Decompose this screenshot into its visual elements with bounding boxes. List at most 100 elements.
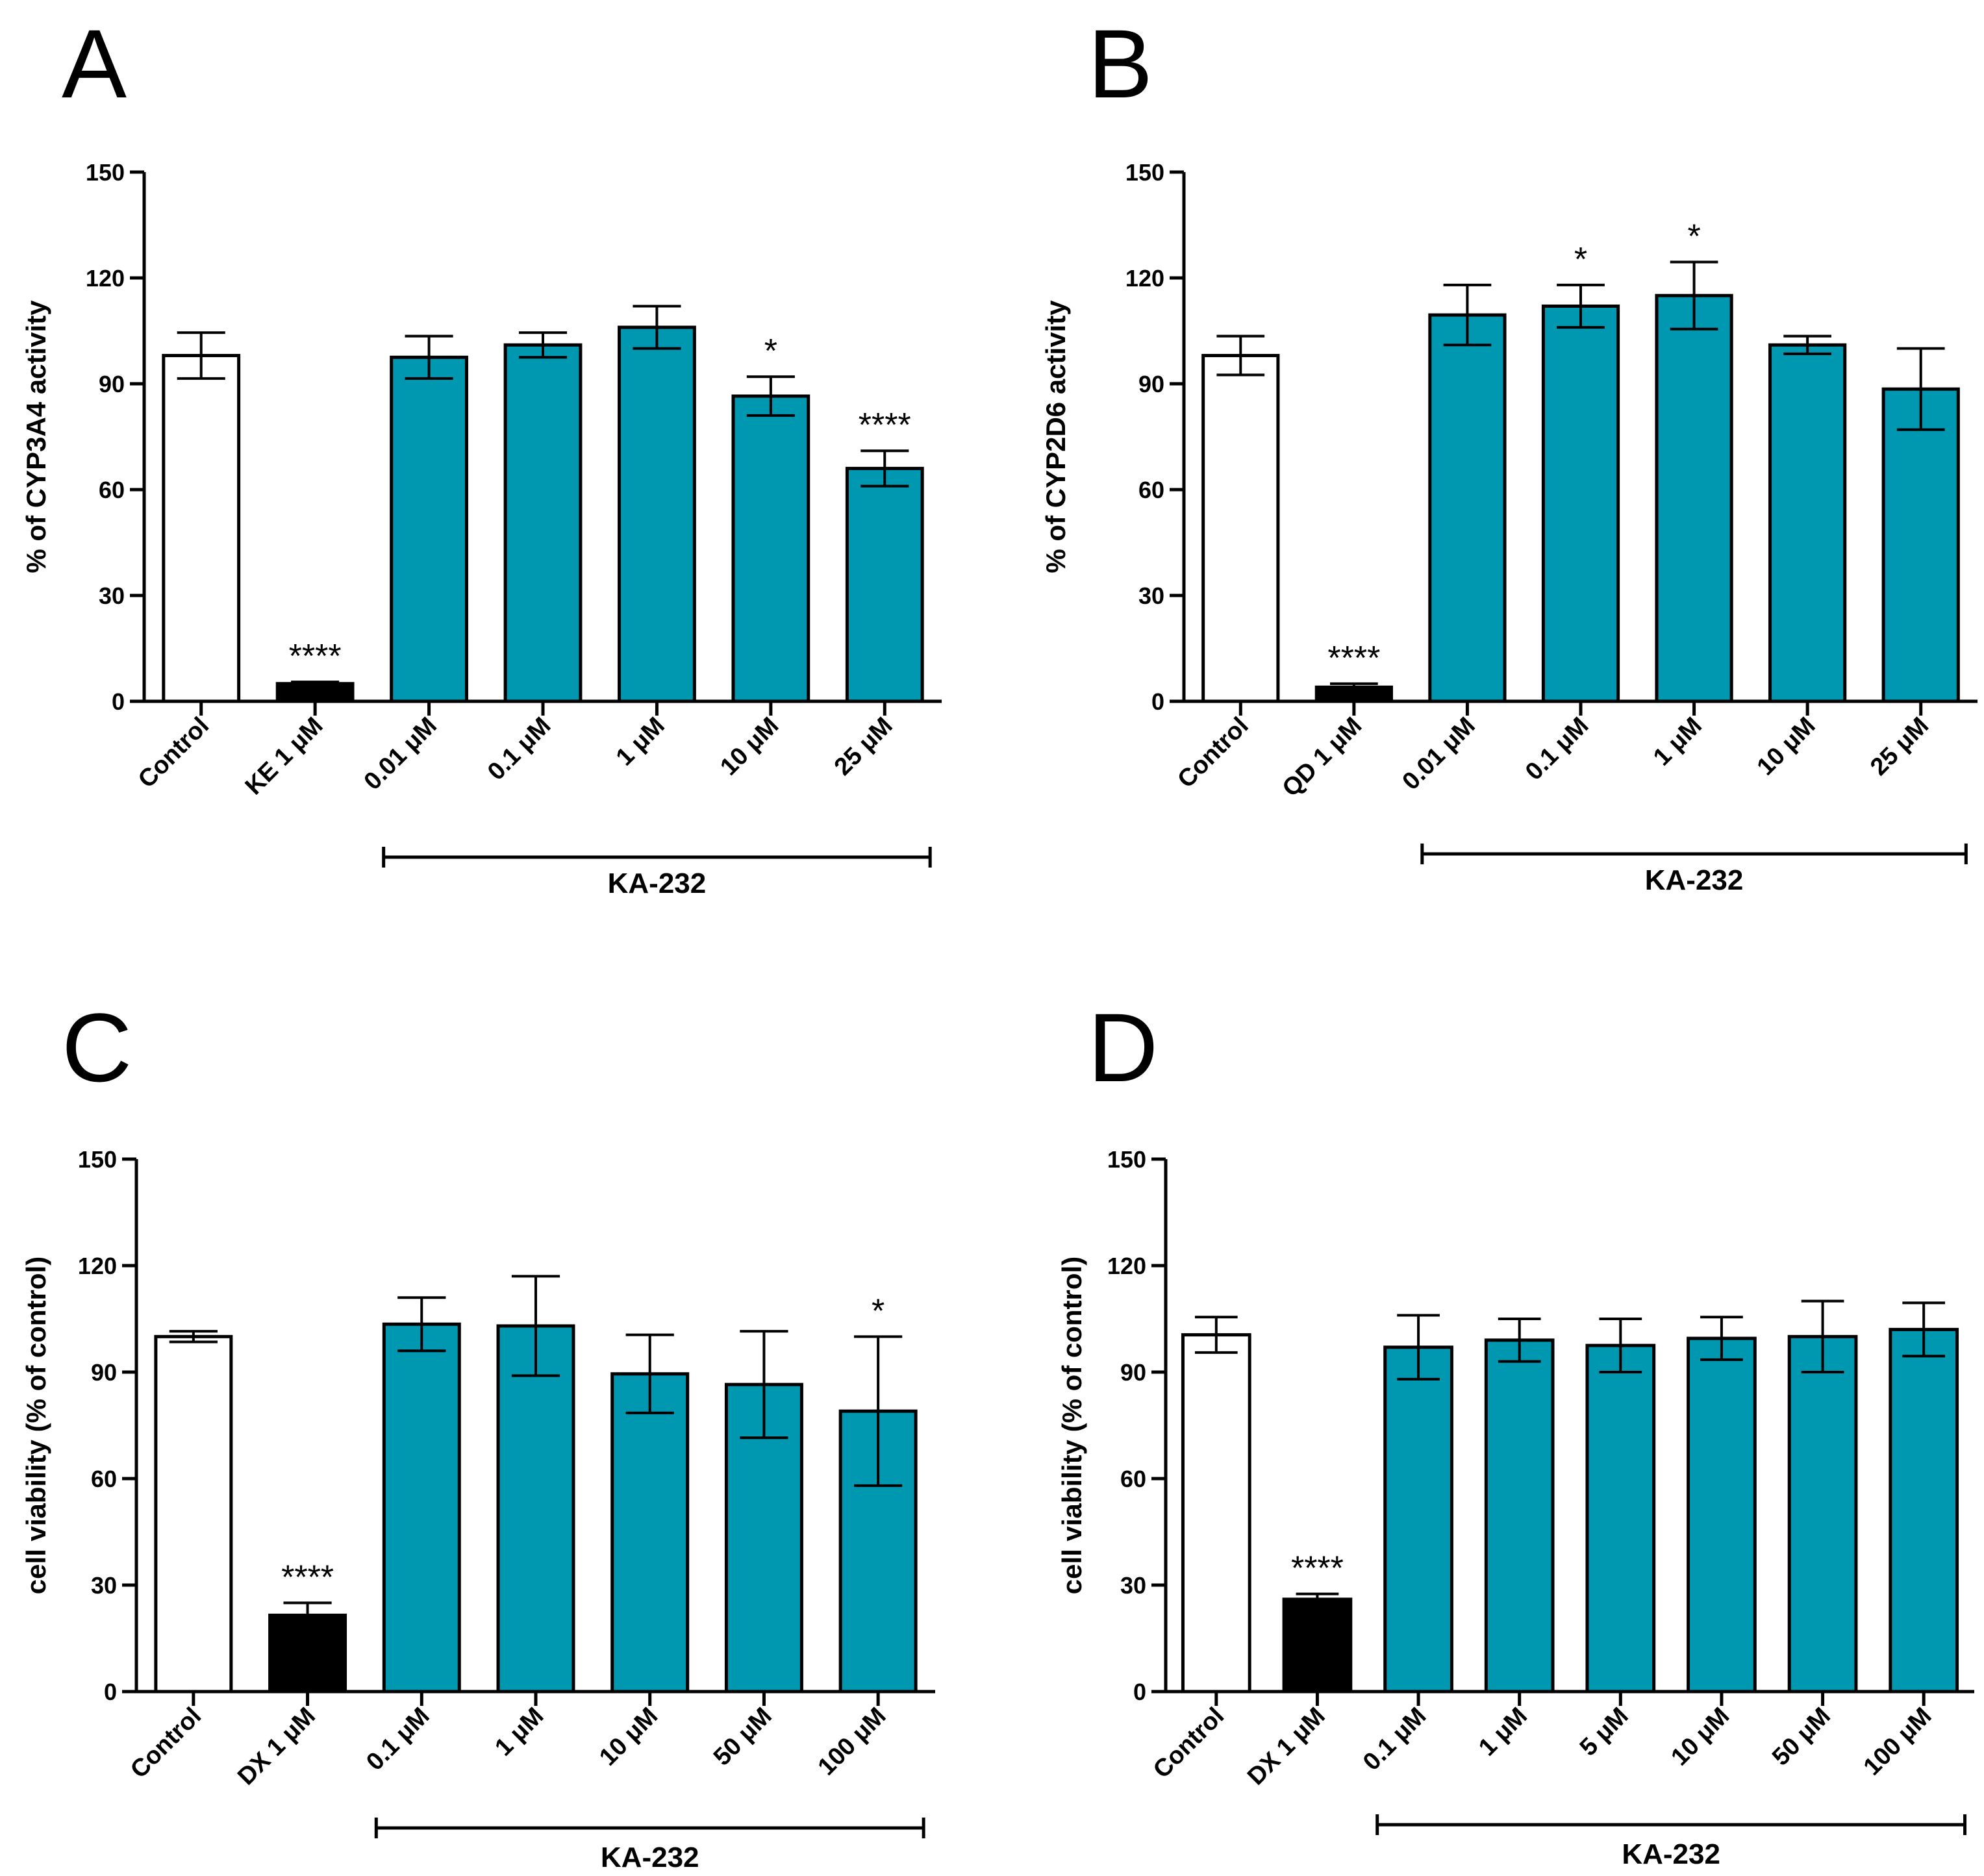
bar-4 xyxy=(610,1372,690,1694)
y-tick-label: 30 xyxy=(1138,582,1164,609)
category-label: 5 μM xyxy=(1575,1703,1634,1762)
y-tick-label: 150 xyxy=(86,159,125,186)
category-label: QD 1 μM xyxy=(1277,712,1368,803)
y-tick-label: 0 xyxy=(104,1679,117,1705)
y-tick-label: 90 xyxy=(99,371,125,397)
category-label: 0.1 μM xyxy=(483,712,556,786)
category-label: 1 μM xyxy=(611,712,670,771)
y-tick-label: 120 xyxy=(1125,265,1164,292)
category-label: KE 1 μM xyxy=(240,712,329,801)
panel-letter: A xyxy=(62,9,127,118)
bar-4 xyxy=(1585,1344,1656,1694)
bar-4 xyxy=(1655,294,1733,703)
significance-label: * xyxy=(764,332,777,370)
category-label: 0.1 μM xyxy=(1358,1703,1431,1776)
category-label: 100 μM xyxy=(813,1703,892,1781)
bar-0 xyxy=(1201,354,1280,703)
category-label: 50 μM xyxy=(709,1703,777,1771)
y-tick-label: 120 xyxy=(1107,1253,1146,1279)
y-tick-label: 90 xyxy=(1138,371,1164,397)
y-tick-label: 120 xyxy=(78,1253,117,1279)
y-tick-label: 0 xyxy=(112,688,125,715)
y-tick-label: 0 xyxy=(1151,688,1164,715)
y-tick-label: 120 xyxy=(86,265,125,292)
bar-5 xyxy=(1768,343,1847,703)
category-label: 10 μM xyxy=(1666,1703,1735,1771)
category-label: DX 1 μM xyxy=(1242,1703,1331,1791)
y-tick-label: 30 xyxy=(1120,1572,1146,1599)
category-label: 10 μM xyxy=(594,1703,663,1771)
bar-5 xyxy=(731,394,810,703)
bar-3 xyxy=(496,1324,575,1694)
y-tick-label: 30 xyxy=(99,582,125,609)
bar-3 xyxy=(1484,1338,1555,1694)
y-tick-label: 60 xyxy=(1120,1466,1146,1492)
panel-b: B % of CYP2D6 activity 0 30 60 90 120 150 Contro… xyxy=(1040,9,1978,896)
bar-2 xyxy=(382,1322,461,1694)
y-tick-label: 150 xyxy=(1125,159,1164,186)
bar-3 xyxy=(503,343,583,703)
category-label: 0.1 μM xyxy=(1520,712,1594,786)
bar-5 xyxy=(1687,1336,1757,1694)
category-label: 1 μM xyxy=(1474,1703,1533,1762)
significance-label: **** xyxy=(281,1558,334,1596)
bar-3 xyxy=(1541,304,1620,703)
y-tick-label: 60 xyxy=(99,477,125,503)
category-label: 100 μM xyxy=(1859,1703,1937,1781)
bar-6 xyxy=(1881,387,1960,703)
panel-letter: C xyxy=(62,993,132,1102)
category-label: Control xyxy=(125,1703,207,1784)
category-label: 1 μM xyxy=(490,1703,549,1762)
category-label: Control xyxy=(1148,1703,1229,1784)
bar-2 xyxy=(1428,313,1507,703)
y-axis-label: % of CYP2D6 activity xyxy=(1040,300,1071,573)
significance-label: **** xyxy=(1291,1550,1344,1588)
y-axis-label: cell viability (% of control) xyxy=(1057,1257,1087,1594)
bar-1 xyxy=(1282,1597,1353,1694)
significance-label: * xyxy=(1574,241,1587,279)
panel-a: A % of CYP3A4 activity 0 30 60 90 120 150 Contro… xyxy=(21,9,942,899)
bar-0 xyxy=(1181,1333,1251,1694)
group-label: KA-232 xyxy=(608,868,707,899)
y-tick-label: 0 xyxy=(1133,1679,1146,1705)
category-label: Control xyxy=(133,712,214,794)
y-axis-label: cell viability (% of control) xyxy=(21,1257,51,1594)
panel-letter: B xyxy=(1088,9,1153,118)
category-label: 0.01 μM xyxy=(359,712,442,795)
y-tick-label: 90 xyxy=(91,1359,117,1386)
bar-2 xyxy=(1383,1345,1453,1694)
category-label: 0.1 μM xyxy=(361,1703,434,1776)
category-label: 10 μM xyxy=(1752,712,1821,781)
category-label: 1 μM xyxy=(1648,712,1707,771)
bar-0 xyxy=(162,354,241,703)
y-tick-label: 30 xyxy=(91,1572,117,1599)
category-label: 10 μM xyxy=(715,712,784,781)
category-label: 50 μM xyxy=(1767,1703,1836,1771)
y-axis-label: % of CYP3A4 activity xyxy=(21,300,51,573)
category-label: DX 1 μM xyxy=(232,1703,321,1791)
bar-0 xyxy=(154,1334,233,1694)
category-label: 0.01 μM xyxy=(1398,712,1481,795)
panel-letter: D xyxy=(1088,993,1158,1102)
y-tick-label: 60 xyxy=(91,1466,117,1492)
group-label: KA-232 xyxy=(1645,864,1744,896)
significance-label: * xyxy=(1687,218,1700,256)
significance-label: **** xyxy=(289,638,342,675)
y-tick-label: 150 xyxy=(78,1146,117,1173)
y-tick-label: 60 xyxy=(1138,477,1164,503)
significance-label: **** xyxy=(1327,640,1380,677)
group-label: KA-232 xyxy=(1622,1838,1720,1870)
category-label: 25 μM xyxy=(829,712,898,781)
bar-4 xyxy=(618,325,696,703)
group-label: KA-232 xyxy=(601,1842,699,1873)
category-label: 25 μM xyxy=(1865,712,1934,781)
significance-label: * xyxy=(872,1292,885,1330)
bar-6 xyxy=(1787,1334,1858,1694)
significance-label: **** xyxy=(859,406,911,444)
bar-6 xyxy=(845,466,924,703)
bar-7 xyxy=(1889,1327,1959,1694)
y-tick-label: 90 xyxy=(1120,1359,1146,1386)
